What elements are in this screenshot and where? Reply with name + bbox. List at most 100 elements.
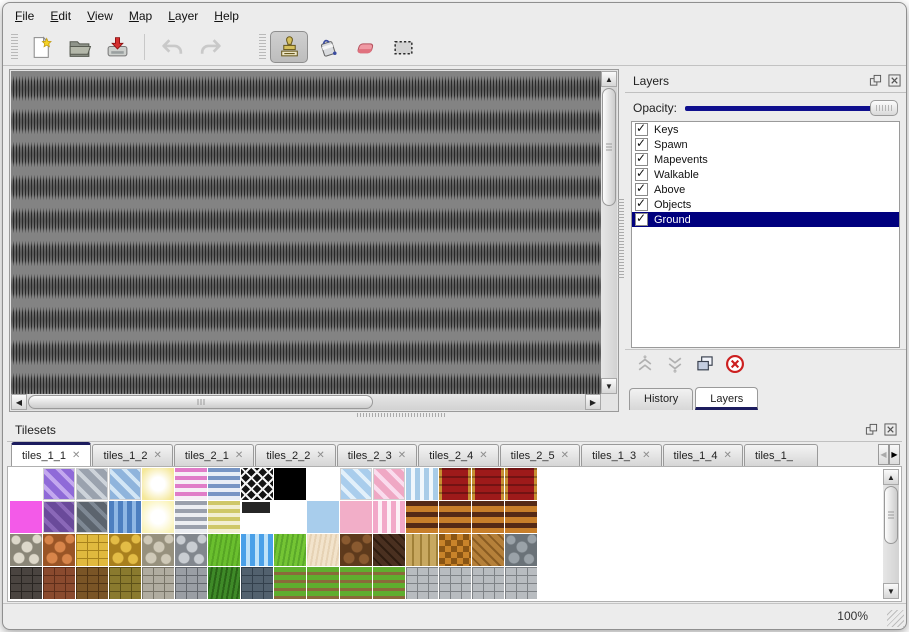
undo-button[interactable] [153, 31, 191, 63]
lower-layer-icon[interactable] [665, 354, 685, 379]
tile-stripes-olive[interactable] [208, 501, 240, 533]
tile-brick-darkgray[interactable] [10, 567, 42, 599]
window-resize-grip[interactable] [887, 610, 904, 627]
layer-row-spawn[interactable]: Spawn [632, 136, 899, 152]
close-tab-icon[interactable]: ✕ [316, 450, 325, 461]
map-canvas-grid[interactable] [11, 71, 601, 394]
tile-empty[interactable] [307, 468, 339, 500]
rect-select-tool-button[interactable] [384, 31, 422, 63]
scroll-up-button[interactable]: ▲ [883, 469, 899, 485]
tile-grass-green[interactable] [274, 534, 306, 566]
tile-glass-darkgray[interactable] [76, 501, 108, 533]
tile-stripes-brown[interactable] [505, 501, 537, 533]
opacity-slider-track[interactable] [685, 106, 896, 111]
tile-cobblestone-gray[interactable] [175, 534, 207, 566]
tileset-tab-tiles_1_[interactable]: tiles_1_ [743, 444, 818, 466]
float-panel-icon[interactable] [868, 74, 882, 88]
tileset-tab-tiles_1_3[interactable]: tiles_1_3 ✕ [581, 444, 662, 466]
tile-solid-lightblue[interactable] [307, 501, 339, 533]
tile-lattice-black[interactable] [241, 468, 273, 500]
tile-solid-magenta[interactable] [10, 501, 42, 533]
tile-curtain-red-gold[interactable] [472, 468, 504, 500]
tile-glass-waterblue[interactable] [109, 468, 141, 500]
layer-visibility-checkbox[interactable] [635, 211, 648, 226]
vertical-scroll-thumb[interactable] [602, 88, 616, 206]
tile-planks-graystone[interactable] [439, 567, 471, 599]
horizontal-scroll-thumb[interactable] [28, 395, 373, 409]
new-file-button[interactable] [22, 31, 60, 63]
opacity-slider-handle[interactable] [870, 100, 898, 116]
tile-glass-lightblue[interactable] [340, 468, 372, 500]
menu-file[interactable]: File [15, 9, 35, 23]
scroll-down-button[interactable]: ▼ [601, 378, 617, 394]
tab-scroll-right-icon[interactable]: ▶ [889, 444, 900, 465]
layer-row-walkable[interactable]: Walkable [632, 166, 899, 182]
tile-stripes-brown[interactable] [439, 501, 471, 533]
tile-farm-rows[interactable] [373, 567, 405, 599]
tile-herringbone-wood[interactable] [472, 534, 504, 566]
tile-glow-yellow[interactable] [142, 468, 174, 500]
layer-visibility-checkbox[interactable] [635, 122, 648, 136]
tile-planks-graystone[interactable] [472, 567, 504, 599]
close-tab-icon[interactable]: ✕ [642, 450, 651, 461]
tile-planks-graystone[interactable] [406, 567, 438, 599]
layer-row-mapevents[interactable]: Mapevents [632, 151, 899, 167]
tile-brick-gray[interactable] [175, 567, 207, 599]
tile-panel-dark[interactable] [241, 501, 273, 533]
layer-row-ground[interactable]: Ground [632, 211, 899, 227]
tile-stripes-pink[interactable] [175, 468, 207, 500]
tile-stones-gold[interactable] [109, 534, 141, 566]
tileset-scroll-thumb[interactable] [884, 486, 898, 544]
tile-planks-graystone[interactable] [505, 567, 537, 599]
close-tab-icon[interactable]: ✕ [153, 450, 162, 461]
tile-empty[interactable] [10, 468, 42, 500]
tileset-tab-tiles_2_4[interactable]: tiles_2_4 ✕ [418, 444, 499, 466]
tile-farm-rows[interactable] [307, 567, 339, 599]
tileset-tab-tiles_2_1[interactable]: tiles_2_1 ✕ [173, 444, 255, 466]
tile-cobble-orange[interactable] [43, 534, 75, 566]
close-tab-icon[interactable]: ✕ [479, 450, 488, 461]
tileset-tab-tiles_2_5[interactable]: tiles_2_5 ✕ [499, 444, 581, 466]
tile-farm-rows[interactable] [340, 567, 372, 599]
tile-hedge-green[interactable] [208, 567, 240, 599]
tileset-tab-tiles_2_3[interactable]: tiles_2_3 ✕ [336, 444, 418, 466]
tileset-tab-tiles_2_2[interactable]: tiles_2_2 ✕ [255, 444, 336, 466]
raise-layer-icon[interactable] [635, 354, 655, 379]
tile-stripes-brown[interactable] [406, 501, 438, 533]
tile-glass-darkpurple[interactable] [43, 501, 75, 533]
tile-water-dark[interactable] [109, 501, 141, 533]
layer-visibility-checkbox[interactable] [635, 151, 648, 166]
menu-layer[interactable]: Layer [168, 9, 199, 23]
tile-grass-green[interactable] [208, 534, 240, 566]
tile-stripes-blue[interactable] [208, 468, 240, 500]
eraser-tool-button[interactable] [346, 31, 384, 63]
close-tab-icon[interactable]: ✕ [723, 450, 732, 461]
tile-glass-pink[interactable] [373, 468, 405, 500]
tile-curtain-red-gold[interactable] [439, 468, 471, 500]
close-panel-icon[interactable] [887, 74, 901, 88]
tile-stones-gray-round[interactable] [505, 534, 537, 566]
tile-brick-brown[interactable] [76, 567, 108, 599]
tile-weave-basket[interactable] [439, 534, 471, 566]
tab-scroll-left-icon[interactable]: ◀ [878, 444, 889, 465]
close-tab-icon[interactable]: ✕ [234, 450, 244, 461]
tileset-vertical-scrollbar[interactable]: ▲ ▼ [883, 469, 899, 599]
tile-water-blue[interactable] [241, 534, 273, 566]
layer-visibility-checkbox[interactable] [635, 136, 648, 151]
tile-stone-gray[interactable] [142, 567, 174, 599]
layer-visibility-checkbox[interactable] [635, 181, 648, 196]
tile-soil-brown[interactable] [340, 534, 372, 566]
menu-map[interactable]: Map [128, 9, 153, 23]
tile-shingles-dark[interactable] [373, 534, 405, 566]
layer-row-keys[interactable]: Keys [632, 122, 899, 137]
tile-curtain-red-gold[interactable] [505, 468, 537, 500]
tile-stripes-brown[interactable] [472, 501, 504, 533]
toolbar-drag-handle[interactable] [259, 34, 266, 60]
duplicate-layer-icon[interactable] [695, 354, 715, 379]
layer-row-above[interactable]: Above [632, 181, 899, 197]
scroll-right-button[interactable]: ▶ [585, 394, 601, 410]
tile-sand-pale[interactable] [307, 534, 339, 566]
menu-view[interactable]: View [87, 9, 113, 23]
open-file-button[interactable] [60, 31, 98, 63]
close-tab-icon[interactable]: ✕ [560, 450, 570, 461]
